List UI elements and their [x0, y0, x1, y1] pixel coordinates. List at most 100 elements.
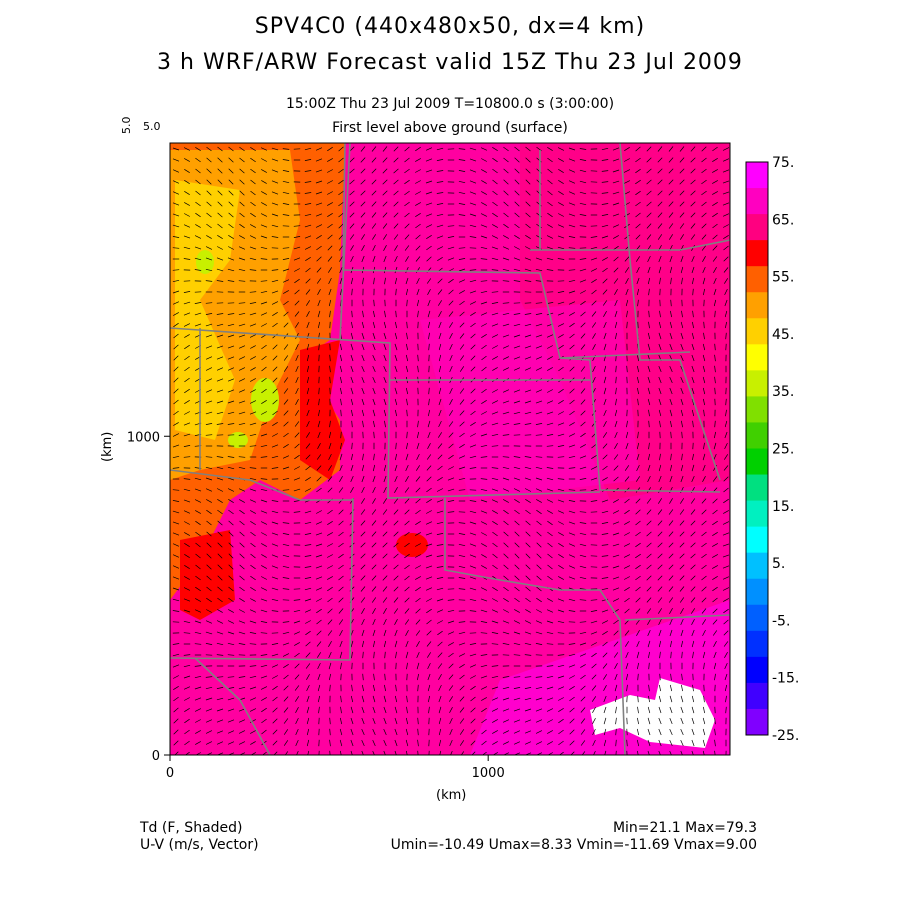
wind-vector [249, 477, 257, 481]
wind-vector [603, 398, 607, 406]
wind-vector [558, 344, 564, 350]
wind-vector [547, 575, 553, 581]
wind-vector [373, 431, 375, 439]
wind-vector [272, 377, 278, 383]
wind-vector [217, 575, 223, 581]
wind-vector [316, 476, 322, 482]
wind-vector [427, 652, 431, 658]
wind-vector [261, 323, 267, 327]
wind-vector [382, 168, 388, 174]
wind-vector [503, 168, 509, 174]
wind-vector [438, 739, 442, 747]
wind-vector [425, 147, 433, 151]
colorbar-swatch [746, 656, 768, 684]
wind-vector [394, 475, 398, 483]
wind-vector [404, 179, 410, 185]
wind-vector [636, 464, 640, 472]
wind-vector [592, 333, 596, 339]
wind-vector [514, 553, 520, 559]
wind-vector [680, 464, 684, 472]
wind-vector [283, 421, 289, 427]
wind-vector [647, 277, 651, 285]
wind-vector [428, 706, 430, 714]
wind-vector [217, 157, 223, 163]
wind-vector [658, 739, 662, 747]
wind-vector [316, 487, 322, 493]
wind-vector [426, 630, 432, 636]
wind-vector [304, 203, 312, 205]
wind-vector [668, 597, 674, 603]
wind-vector [250, 157, 256, 163]
wind-vector [382, 212, 388, 218]
wind-vector [469, 653, 477, 657]
wind-vector [350, 640, 354, 648]
wind-vector [305, 641, 311, 647]
wind-vector [384, 453, 386, 461]
wind-vector [250, 224, 256, 228]
wind-vector [669, 608, 673, 614]
wind-vector [195, 752, 201, 755]
wind-vector [657, 509, 663, 515]
wind-vector [546, 411, 554, 415]
wind-vector [646, 520, 652, 526]
wind-vector [317, 662, 321, 670]
wind-vector [491, 643, 499, 645]
wind-vector [361, 398, 365, 406]
wind-vector [459, 344, 465, 350]
wind-vector [535, 676, 543, 678]
wind-vector [525, 201, 531, 207]
wind-vector [416, 465, 420, 471]
wind-vector [680, 266, 684, 274]
wind-vector [669, 695, 673, 703]
wind-vector [625, 662, 629, 670]
wind-vector [304, 192, 312, 194]
wind-vector [546, 422, 554, 426]
wind-vector [658, 387, 662, 395]
wind-vector [260, 521, 268, 525]
wind-vector [329, 365, 331, 373]
wind-vector [657, 201, 663, 207]
wind-vector [283, 410, 289, 416]
wind-vector [284, 751, 289, 755]
wind-vector [227, 719, 235, 723]
wind-vector [318, 387, 320, 395]
wind-vector [372, 376, 376, 384]
wind-vector [525, 586, 531, 592]
wind-vector [480, 510, 488, 514]
wind-vector [260, 632, 268, 634]
wind-vector [227, 687, 235, 689]
colorbar-swatch [746, 526, 768, 554]
wind-vector [503, 575, 509, 581]
wind-vector [338, 531, 344, 537]
wind-vector [557, 224, 565, 228]
wind-vector [723, 608, 729, 614]
wind-vector [703, 662, 705, 670]
wind-vector [328, 267, 332, 273]
wind-vector [447, 511, 455, 513]
wind-vector [458, 543, 466, 547]
wind-vector [404, 201, 410, 207]
wind-vector [659, 277, 661, 285]
wind-vector [428, 695, 430, 703]
wind-vector [217, 542, 223, 548]
wind-vector [249, 609, 257, 613]
wind-vector [491, 411, 499, 415]
wind-vector [492, 367, 498, 371]
wind-vector [205, 367, 213, 371]
wind-vector [294, 642, 300, 646]
wind-vector [383, 245, 387, 251]
wind-vector [449, 333, 453, 339]
wind-vector [535, 323, 543, 327]
wind-vector [216, 466, 224, 470]
wind-vector [579, 191, 587, 195]
wind-vector [546, 269, 554, 271]
x-axis-label: (km) [436, 788, 467, 803]
wind-vector [183, 445, 191, 447]
wind-vector [238, 434, 246, 436]
wind-vector [415, 256, 421, 262]
wind-vector [295, 717, 299, 725]
wind-vector [428, 387, 430, 395]
wind-vector [502, 631, 510, 635]
wind-vector [372, 728, 376, 736]
wind-vector [690, 597, 696, 603]
